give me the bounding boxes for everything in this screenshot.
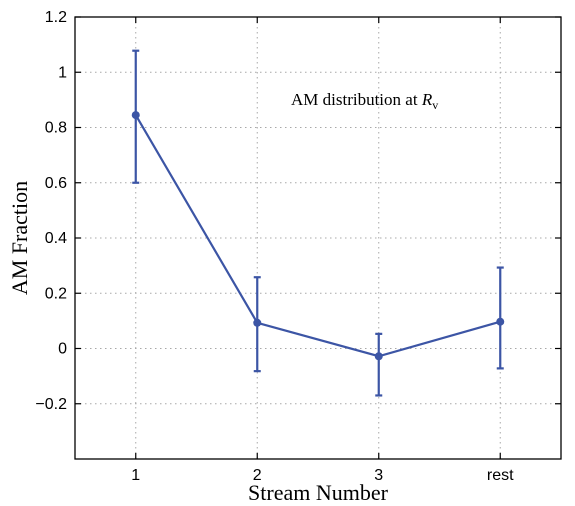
data-point (131, 111, 140, 120)
data-point (253, 318, 262, 327)
x-tick-label: 2 (253, 467, 262, 484)
y-tick-label: 0.8 (45, 120, 67, 137)
plot-frame (74, 16, 562, 460)
grid-layer (75, 16, 561, 459)
series-layer (131, 49, 505, 397)
y-axis-ticks: −0.2 0 0.2 0.4 0.6 0.8 1 1.2 (35, 9, 561, 413)
y-tick-label: −0.2 (35, 396, 67, 413)
y-tick-label: 1 (58, 64, 67, 81)
y-tick-label: 0 (58, 341, 67, 358)
y-tick-label: 0.6 (45, 175, 67, 192)
x-axis-label: Stream Number (248, 480, 389, 505)
x-tick-label: 1 (131, 467, 140, 484)
y-axis-label: AM Fraction (7, 181, 32, 295)
y-tick-label: 0.2 (45, 285, 67, 302)
x-tick-label: 3 (374, 467, 383, 484)
chart-annotation: AM distribution at Rv (291, 90, 438, 112)
y-tick-label: 0.4 (45, 230, 67, 247)
data-point (374, 352, 383, 361)
y-tick-label: 1.2 (45, 9, 67, 26)
series-line (134, 114, 501, 358)
data-point (496, 317, 505, 326)
x-axis-ticks: 1 2 3 rest (131, 17, 514, 484)
x-tick-label: rest (487, 467, 514, 484)
